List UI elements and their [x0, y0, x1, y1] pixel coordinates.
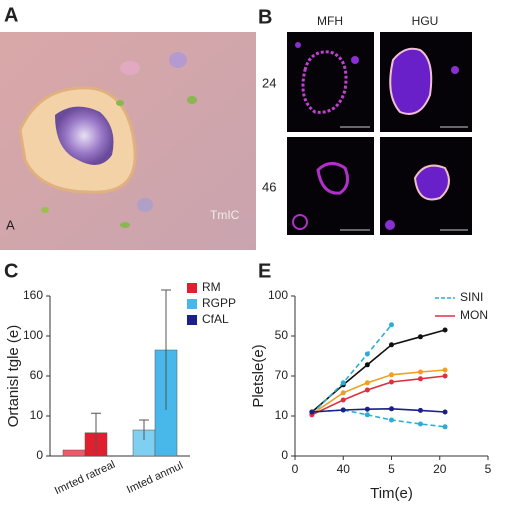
spot: [187, 96, 197, 104]
panel-a: A A TmIC: [0, 4, 256, 250]
marker: [417, 369, 423, 375]
dot: [451, 66, 459, 74]
panel-b: B MFH HGU 24 46: [258, 6, 472, 235]
stamp: TmIC: [210, 208, 240, 222]
legend-label: CfAL: [202, 312, 229, 326]
series-line: [311, 329, 446, 413]
micrograph: [287, 137, 374, 235]
marker: [417, 376, 423, 382]
y-axis-label: Ortanisl tgle (e): [5, 325, 22, 428]
series-line: [311, 369, 446, 415]
spot: [120, 61, 140, 75]
legend-swatch: [187, 283, 197, 293]
x-tick-label: Imrted ratreal: [53, 459, 117, 498]
x-tick-label: 5: [485, 462, 492, 476]
legend-label: RM: [202, 280, 221, 294]
x-tick-label: 0: [292, 462, 299, 476]
marker: [389, 417, 394, 423]
error-bar: [139, 419, 149, 440]
marker: [389, 406, 394, 412]
marker: [340, 390, 346, 396]
marker: [417, 407, 423, 413]
y-tick-label: 0: [281, 448, 288, 462]
marker: [389, 342, 394, 348]
cell-outline: [413, 164, 450, 201]
y-tick-label: 160: [23, 288, 43, 302]
x-axis-label: Tim(e): [370, 485, 413, 502]
series-line: [311, 324, 393, 415]
marker: [309, 409, 315, 415]
series-line: [311, 409, 446, 428]
legend-swatch: [187, 315, 197, 325]
y-tick-label: 50: [275, 328, 289, 342]
y-tick-label: 10: [275, 408, 289, 422]
marker: [364, 406, 370, 412]
marker: [364, 362, 370, 368]
marker: [364, 412, 370, 418]
panel-label: A: [4, 4, 18, 26]
y-tick-label: 100: [268, 288, 288, 302]
marker: [364, 380, 370, 386]
marker: [389, 372, 394, 378]
marker: [442, 424, 448, 430]
panel-label: B: [258, 6, 272, 28]
marker: [340, 397, 346, 403]
marker: [442, 367, 448, 373]
series-line: [311, 375, 446, 416]
row-label: 24: [262, 75, 276, 90]
dot: [292, 214, 308, 230]
y-tick-label: 100: [23, 328, 43, 342]
bar: [62, 449, 86, 457]
legend-label: MON: [460, 308, 488, 322]
panel-label: E: [258, 260, 271, 282]
dot: [295, 42, 301, 48]
y-tick-label: 10: [30, 408, 44, 422]
y-tick-label: 60: [30, 368, 44, 382]
series-line: [311, 407, 446, 413]
y-tick-label: 0: [36, 448, 43, 462]
y-axis-label: Pletsle(e): [250, 344, 267, 407]
x-tick-label: Imted anmul: [125, 460, 185, 496]
panel-label: C: [4, 260, 18, 282]
marker: [442, 409, 448, 415]
error-bar: [91, 412, 101, 453]
marker: [442, 327, 448, 333]
marker: [364, 387, 370, 393]
dot: [385, 220, 395, 230]
y-tick-label: 70: [275, 368, 289, 382]
spot: [41, 207, 49, 213]
legend-label: RGPP: [202, 296, 236, 310]
marker: [389, 322, 394, 328]
column-label: MFH: [317, 14, 343, 28]
row-label: 46: [262, 179, 276, 194]
spot: [120, 222, 130, 228]
error-bar: [161, 289, 171, 410]
legend-label: SINI: [460, 290, 483, 304]
marker: [389, 379, 394, 385]
x-tick-label: 40: [337, 462, 351, 476]
marker: [417, 334, 423, 340]
x-tick-label: 5: [388, 462, 395, 476]
column-label: HGU: [412, 14, 439, 28]
marker: [340, 407, 346, 413]
cell-outline: [301, 50, 348, 114]
marker: [364, 351, 370, 357]
wound-center: [55, 106, 114, 165]
spot: [169, 52, 187, 68]
spot: [137, 198, 153, 212]
spot: [116, 100, 124, 106]
dot: [351, 56, 359, 64]
legend-swatch: [187, 299, 197, 309]
micrograph: [287, 32, 374, 132]
x-tick-label: 20: [433, 462, 447, 476]
marker: [442, 373, 448, 379]
corner-label: A: [6, 217, 15, 232]
cell-outline: [389, 47, 433, 115]
cell-outline: [316, 162, 350, 195]
marker: [340, 380, 346, 386]
marker: [417, 421, 423, 427]
